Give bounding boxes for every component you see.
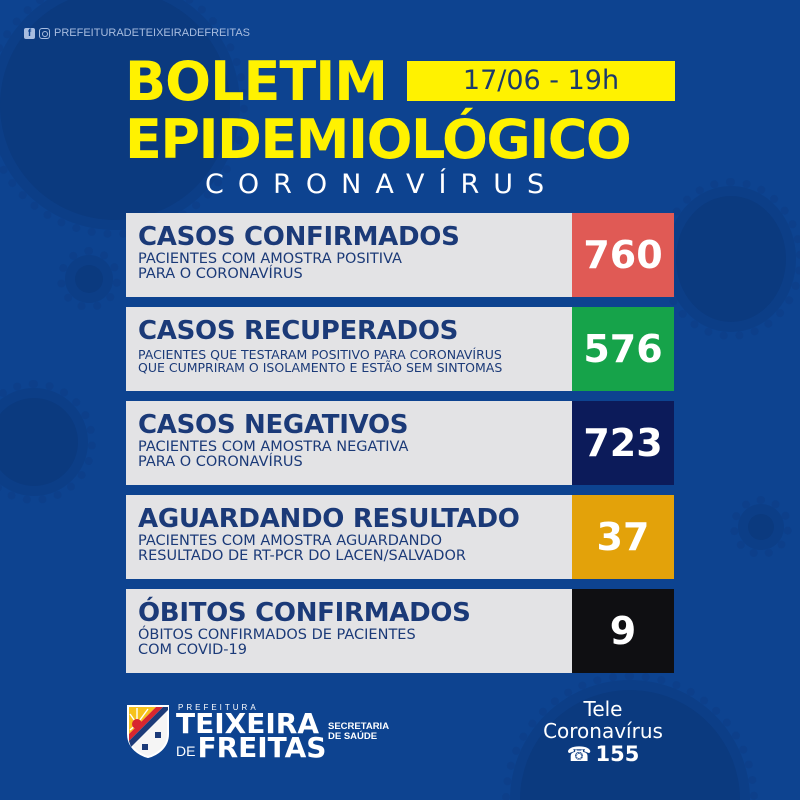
card-value: 37 xyxy=(572,495,674,579)
card-heading: CASOS RECUPERADOS xyxy=(138,316,459,346)
card-desc-line2: PARA O CORONAVÍRUS xyxy=(138,454,303,470)
card-value: 760 xyxy=(572,213,674,297)
telephone-icon: ☎ xyxy=(566,742,592,766)
tele-phone: ☎ 155 xyxy=(528,742,678,766)
card-desc-line1: PACIENTES QUE TESTARAM POSITIVO PARA COR… xyxy=(138,347,502,362)
card-value: 576 xyxy=(572,307,674,391)
secretaria-label: SECRETARIA DE SAÚDE xyxy=(328,722,389,742)
card-desc-line1: ÓBITOS CONFIRMADOS DE PACIENTES xyxy=(138,627,416,643)
virus-decoration-icon xyxy=(0,0,248,238)
card-desc-line2: COM COVID-19 xyxy=(138,642,247,658)
card-desc-line2: PARA O CORONAVÍRUS xyxy=(138,266,303,282)
virus-decoration-icon xyxy=(658,178,800,340)
card-label-panel: CASOS CONFIRMADOS PACIENTES COM AMOSTRA … xyxy=(126,213,572,297)
card-desc-line1: PACIENTES COM AMOSTRA POSITIVA xyxy=(138,251,402,267)
city-logo: PREFEITURA TEIXEIRA DE FREITAS xyxy=(126,702,327,764)
card-label-panel: AGUARDANDO RESULTADO PACIENTES COM AMOST… xyxy=(126,495,572,579)
title-line1: BOLETIM xyxy=(125,50,388,113)
tele-coronavirus: Tele Coronavírus ☎ 155 xyxy=(528,698,678,766)
virus-decoration-icon xyxy=(730,496,792,558)
logo-freitas: FREITAS xyxy=(197,730,327,764)
card-desc-line2: RESULTADO DE RT-PCR DO LACEN/SALVADOR xyxy=(138,548,466,564)
card-heading: AGUARDANDO RESULTADO xyxy=(138,504,520,534)
tele-line2: Coronavírus xyxy=(543,719,663,743)
card-value: 9 xyxy=(572,589,674,673)
secretaria-line2: DE SAÚDE xyxy=(328,731,378,742)
tele-line1: Tele xyxy=(583,697,623,721)
date-badge: 17/06 - 19h xyxy=(407,61,675,101)
instagram-icon xyxy=(39,27,50,39)
stat-card-confirmed: CASOS CONFIRMADOS PACIENTES COM AMOSTRA … xyxy=(126,213,674,297)
stat-card-recovered: CASOS RECUPERADOS PACIENTES QUE TESTARAM… xyxy=(126,307,674,391)
title-line2: EPIDEMIOLÓGICO xyxy=(125,108,632,171)
social-handle-text: PREFEITURADETEIXEIRADEFREITAS xyxy=(54,27,250,39)
tele-number: 155 xyxy=(595,742,640,766)
social-handle: f PREFEITURADETEIXEIRADEFREITAS xyxy=(24,26,250,40)
card-label-panel: CASOS NEGATIVOS PACIENTES COM AMOSTRA NE… xyxy=(126,401,572,485)
virus-decoration-icon xyxy=(0,380,96,504)
virus-decoration-icon xyxy=(57,247,121,311)
stat-card-pending: AGUARDANDO RESULTADO PACIENTES COM AMOST… xyxy=(126,495,674,579)
card-desc-line1: PACIENTES COM AMOSTRA NEGATIVA xyxy=(138,439,409,455)
logo-teixeira: TEIXEIRA xyxy=(176,706,320,740)
city-logo-text: PREFEITURA TEIXEIRA DE FREITAS xyxy=(176,702,327,764)
logo-de: DE xyxy=(176,742,196,759)
subtitle: CORONAVÍRUS xyxy=(205,169,559,200)
card-heading: CASOS CONFIRMADOS xyxy=(138,222,460,252)
card-desc-line1: PACIENTES COM AMOSTRA AGUARDANDO xyxy=(138,533,443,549)
card-label-panel: CASOS RECUPERADOS PACIENTES QUE TESTARAM… xyxy=(126,307,572,391)
card-value: 723 xyxy=(572,401,674,485)
card-heading: CASOS NEGATIVOS xyxy=(138,410,409,440)
stat-card-negative: CASOS NEGATIVOS PACIENTES COM AMOSTRA NE… xyxy=(126,401,674,485)
card-desc-line2: QUE CUMPRIRAM O ISOLAMENTO E ESTÃO SEM S… xyxy=(138,360,503,375)
card-heading: ÓBITOS CONFIRMADOS xyxy=(138,598,471,628)
facebook-icon: f xyxy=(24,27,35,39)
secretaria-line1: SECRETARIA xyxy=(328,721,390,732)
city-shield-icon xyxy=(127,705,169,758)
stat-card-deaths: ÓBITOS CONFIRMADOS ÓBITOS CONFIRMADOS DE… xyxy=(126,589,674,673)
logo-prefeitura: PREFEITURA xyxy=(178,702,259,712)
card-label-panel: ÓBITOS CONFIRMADOS ÓBITOS CONFIRMADOS DE… xyxy=(126,589,572,673)
